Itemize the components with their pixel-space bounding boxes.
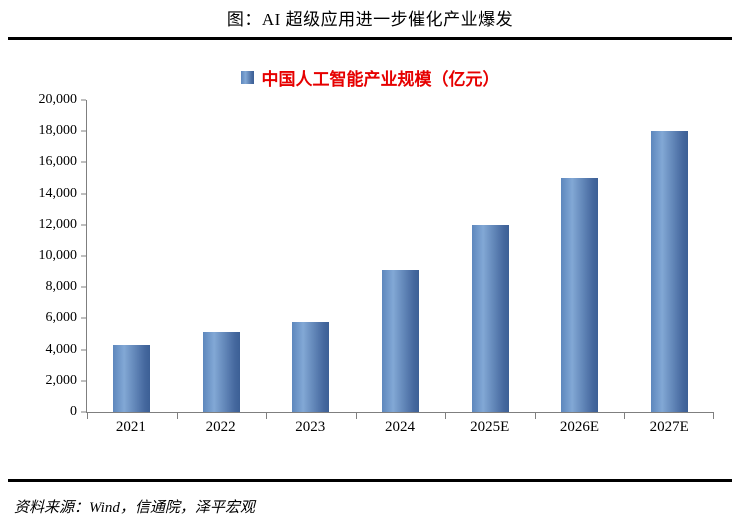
y-axis-tick-mark: [81, 224, 86, 226]
y-axis-tick-label: 18,000: [38, 123, 78, 139]
bar-2026E: [561, 178, 599, 412]
chart-legend: 中国人工智能产业规模（亿元）: [0, 66, 740, 89]
x-axis-label: 2027E: [649, 419, 689, 435]
x-axis-tick-mark: [713, 413, 714, 419]
bar-2022: [202, 332, 240, 412]
y-axis-tick-mark: [81, 349, 86, 351]
bar-2023: [292, 321, 330, 412]
y-axis-tick-label: 14,000: [38, 185, 78, 201]
x-axis-tick-mark: [624, 413, 626, 419]
figure-title: 图：AI 超级应用进一步催化产业爆发: [226, 10, 514, 29]
legend-label: 中国人工智能产业规模（亿元）: [261, 69, 500, 89]
x-axis-label: 2023: [295, 419, 326, 435]
bar-2027E: [650, 131, 688, 412]
top-divider: [8, 37, 732, 40]
x-axis-tick-mark: [534, 413, 536, 419]
y-axis-tick-label: 16,000: [38, 154, 78, 170]
y-axis-tick-label: 6,000: [45, 310, 78, 326]
x-axis-label: 2022: [205, 419, 236, 435]
x-axis-label: 2024: [385, 419, 416, 435]
y-axis-tick-label: 4,000: [45, 341, 78, 357]
y-axis-tick-mark: [81, 411, 86, 413]
x-axis-label: 2025E: [470, 419, 510, 435]
x-axis-label: 2021: [115, 419, 146, 435]
y-axis-tick-label: 12,000: [38, 216, 78, 232]
y-axis-tick-label: 2,000: [45, 372, 78, 388]
y-axis-tick-mark: [81, 99, 86, 101]
y-axis-tick-mark: [81, 286, 86, 288]
y-axis-tick-label: 10,000: [38, 248, 78, 263]
legend-swatch: [240, 70, 254, 84]
source-note: 资料来源：Wind，信通院，泽平宏观: [14, 500, 255, 516]
plot-area: 0 2,000 4,000 6,000 8,000 10,000 12,000 14,000 1…: [39, 92, 714, 419]
y-axis-tick-mark: [81, 380, 86, 382]
x-axis-tick-mark: [355, 413, 357, 419]
bar-2021: [113, 344, 151, 412]
y-axis-tick-mark: [81, 130, 86, 132]
x-axis-tick-mark: [266, 413, 268, 419]
bar-2025E: [471, 224, 509, 412]
x-axis-tick-mark: [445, 413, 447, 419]
y-axis-tick-mark: [81, 193, 86, 195]
x-axis-tick-mark: [176, 413, 178, 419]
y-axis-tick-label: 20,000: [38, 92, 78, 107]
bottom-divider: [8, 479, 732, 482]
x-axis-tick-mark: [87, 413, 88, 419]
y-axis-tick-mark: [81, 161, 86, 163]
y-axis-tick-label: 8,000: [45, 279, 78, 295]
x-axis-label: 2026E: [559, 419, 600, 435]
y-axis-tick-label: 0: [70, 404, 77, 419]
y-axis-tick-mark: [81, 255, 86, 257]
x-axis: 2021 2022 2023 2024 2025E 2026E 2027E: [86, 419, 714, 436]
bar-2024: [382, 270, 419, 412]
y-axis-tick-mark: [81, 317, 86, 319]
